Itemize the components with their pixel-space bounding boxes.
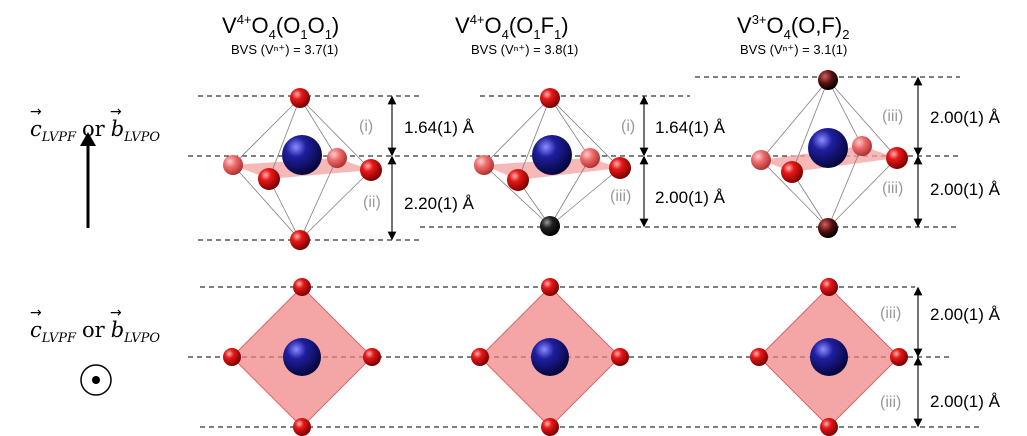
square-2 bbox=[471, 278, 629, 436]
svg-text:V4+O4(O1O1): V4+O4(O1O1) bbox=[222, 12, 339, 42]
svg-text:(i): (i) bbox=[621, 118, 635, 135]
oxygen-atom bbox=[750, 348, 768, 366]
oxygen-atom bbox=[541, 418, 559, 436]
axis-label-bottom: cLVPF or bLVPO → → bbox=[30, 305, 160, 346]
bvs-label-1: BVS (Vⁿ⁺) = 3.7(1) bbox=[231, 42, 338, 57]
oxygen-atom bbox=[886, 147, 908, 169]
svg-text:(iii): (iii) bbox=[880, 394, 901, 411]
oxygen-atom bbox=[507, 169, 529, 191]
out-of-plane-icon bbox=[80, 364, 112, 396]
oxygen-atom bbox=[363, 348, 381, 366]
svg-text:2.00(1) Å: 2.00(1) Å bbox=[930, 392, 1001, 411]
oxygen-atom bbox=[580, 148, 600, 168]
oxygen-atom bbox=[820, 278, 838, 296]
oxygen-atom bbox=[258, 168, 280, 190]
vanadium-atom bbox=[532, 135, 572, 175]
octahedron-2 bbox=[474, 88, 631, 236]
mixed-o-f-atom bbox=[818, 70, 838, 90]
c-vector: c bbox=[30, 117, 42, 141]
svg-text:(iii): (iii) bbox=[610, 188, 631, 205]
fluorine-atom bbox=[540, 216, 560, 236]
oxygen-atom bbox=[290, 230, 310, 250]
oxygen-atom bbox=[223, 155, 243, 175]
oxygen-atom bbox=[223, 348, 241, 366]
oxygen-atom bbox=[293, 278, 311, 296]
svg-text:2.00(1) Å: 2.00(1) Å bbox=[930, 180, 1001, 199]
svg-text:(iii): (iii) bbox=[882, 180, 903, 197]
distance-1: (i) 1.64(1) Å (ii) 2.20(1) Å bbox=[359, 95, 475, 241]
octahedron-3 bbox=[751, 70, 908, 238]
svg-text:(iii): (iii) bbox=[882, 108, 903, 125]
oxygen-atom bbox=[751, 150, 771, 170]
mixed-o-f-atom bbox=[818, 218, 838, 238]
svg-text:(ii): (ii) bbox=[363, 194, 381, 211]
svg-text:→: → bbox=[110, 305, 122, 321]
oxygen-atom bbox=[890, 348, 908, 366]
square-1 bbox=[223, 278, 381, 436]
oxygen-atom bbox=[852, 136, 872, 156]
square-3 bbox=[750, 278, 908, 436]
svg-text:V3+O4(O,F)2: V3+O4(O,F)2 bbox=[737, 12, 849, 42]
svg-text:→: → bbox=[30, 305, 42, 321]
oxygen-atom bbox=[541, 278, 559, 296]
svg-text:(i): (i) bbox=[359, 118, 373, 135]
svg-text:(iii): (iii) bbox=[880, 305, 901, 322]
oxygen-atom bbox=[290, 88, 310, 108]
vanadium-atom bbox=[282, 135, 322, 175]
b-vector-arrow: → bbox=[110, 104, 122, 120]
vanadium-atom bbox=[808, 128, 848, 168]
svg-text:2.20(1) Å: 2.20(1) Å bbox=[404, 194, 475, 213]
svg-text:V4+O4(O1F1): V4+O4(O1F1) bbox=[455, 12, 569, 42]
svg-text:2.00(1) Å: 2.00(1) Å bbox=[655, 188, 726, 207]
svg-text:2.00(1) Å: 2.00(1) Å bbox=[930, 108, 1001, 127]
octahedron-1 bbox=[223, 88, 382, 250]
up-arrow-head bbox=[80, 132, 96, 146]
distance-2: (i) 1.64(1) Å (iii) 2.00(1) Å bbox=[610, 95, 726, 228]
axis-label-top: cLVPF or bLVPO → → bbox=[30, 104, 160, 145]
vanadium-atom bbox=[283, 338, 321, 376]
vanadium-atom bbox=[810, 338, 848, 376]
svg-text:1.64(1) Å: 1.64(1) Å bbox=[655, 118, 726, 137]
distance-3: (iii) 2.00(1) Å (iii) 2.00(1) Å bbox=[882, 76, 1001, 228]
svg-text:1.64(1) Å: 1.64(1) Å bbox=[404, 118, 475, 137]
svg-text:2.00(1) Å: 2.00(1) Å bbox=[930, 305, 1001, 324]
oxygen-atom bbox=[540, 88, 560, 108]
oxygen-atom bbox=[611, 348, 629, 366]
oxygen-atom bbox=[327, 148, 347, 168]
oxygen-atom bbox=[474, 155, 494, 175]
bvs-label-2: BVS (Vⁿ⁺) = 3.8(1) bbox=[471, 42, 578, 57]
vanadium-atom bbox=[531, 338, 569, 376]
bvs-label-3: BVS (Vⁿ⁺) = 3.1(1) bbox=[740, 42, 847, 57]
title-3: V3+O4(O,F)2 BVS (Vⁿ⁺) = 3.1(1) bbox=[737, 12, 849, 57]
distance-lower: (iii) 2.00(1) Å (iii) 2.00(1) Å bbox=[880, 286, 1001, 428]
oxygen-atom bbox=[471, 348, 489, 366]
oxygen-atom bbox=[293, 418, 311, 436]
c-vector-arrow: → bbox=[30, 104, 42, 120]
oxygen-atom bbox=[781, 161, 803, 183]
oxygen-atom bbox=[820, 418, 838, 436]
oxygen-atom bbox=[609, 157, 631, 179]
title-2: V4+O4(O1F1) BVS (Vⁿ⁺) = 3.8(1) bbox=[455, 12, 578, 57]
oxygen-atom bbox=[360, 159, 382, 181]
out-of-plane-dot bbox=[92, 376, 100, 384]
title-1: V4+O4(O1O1) BVS (Vⁿ⁺) = 3.7(1) bbox=[222, 12, 339, 57]
